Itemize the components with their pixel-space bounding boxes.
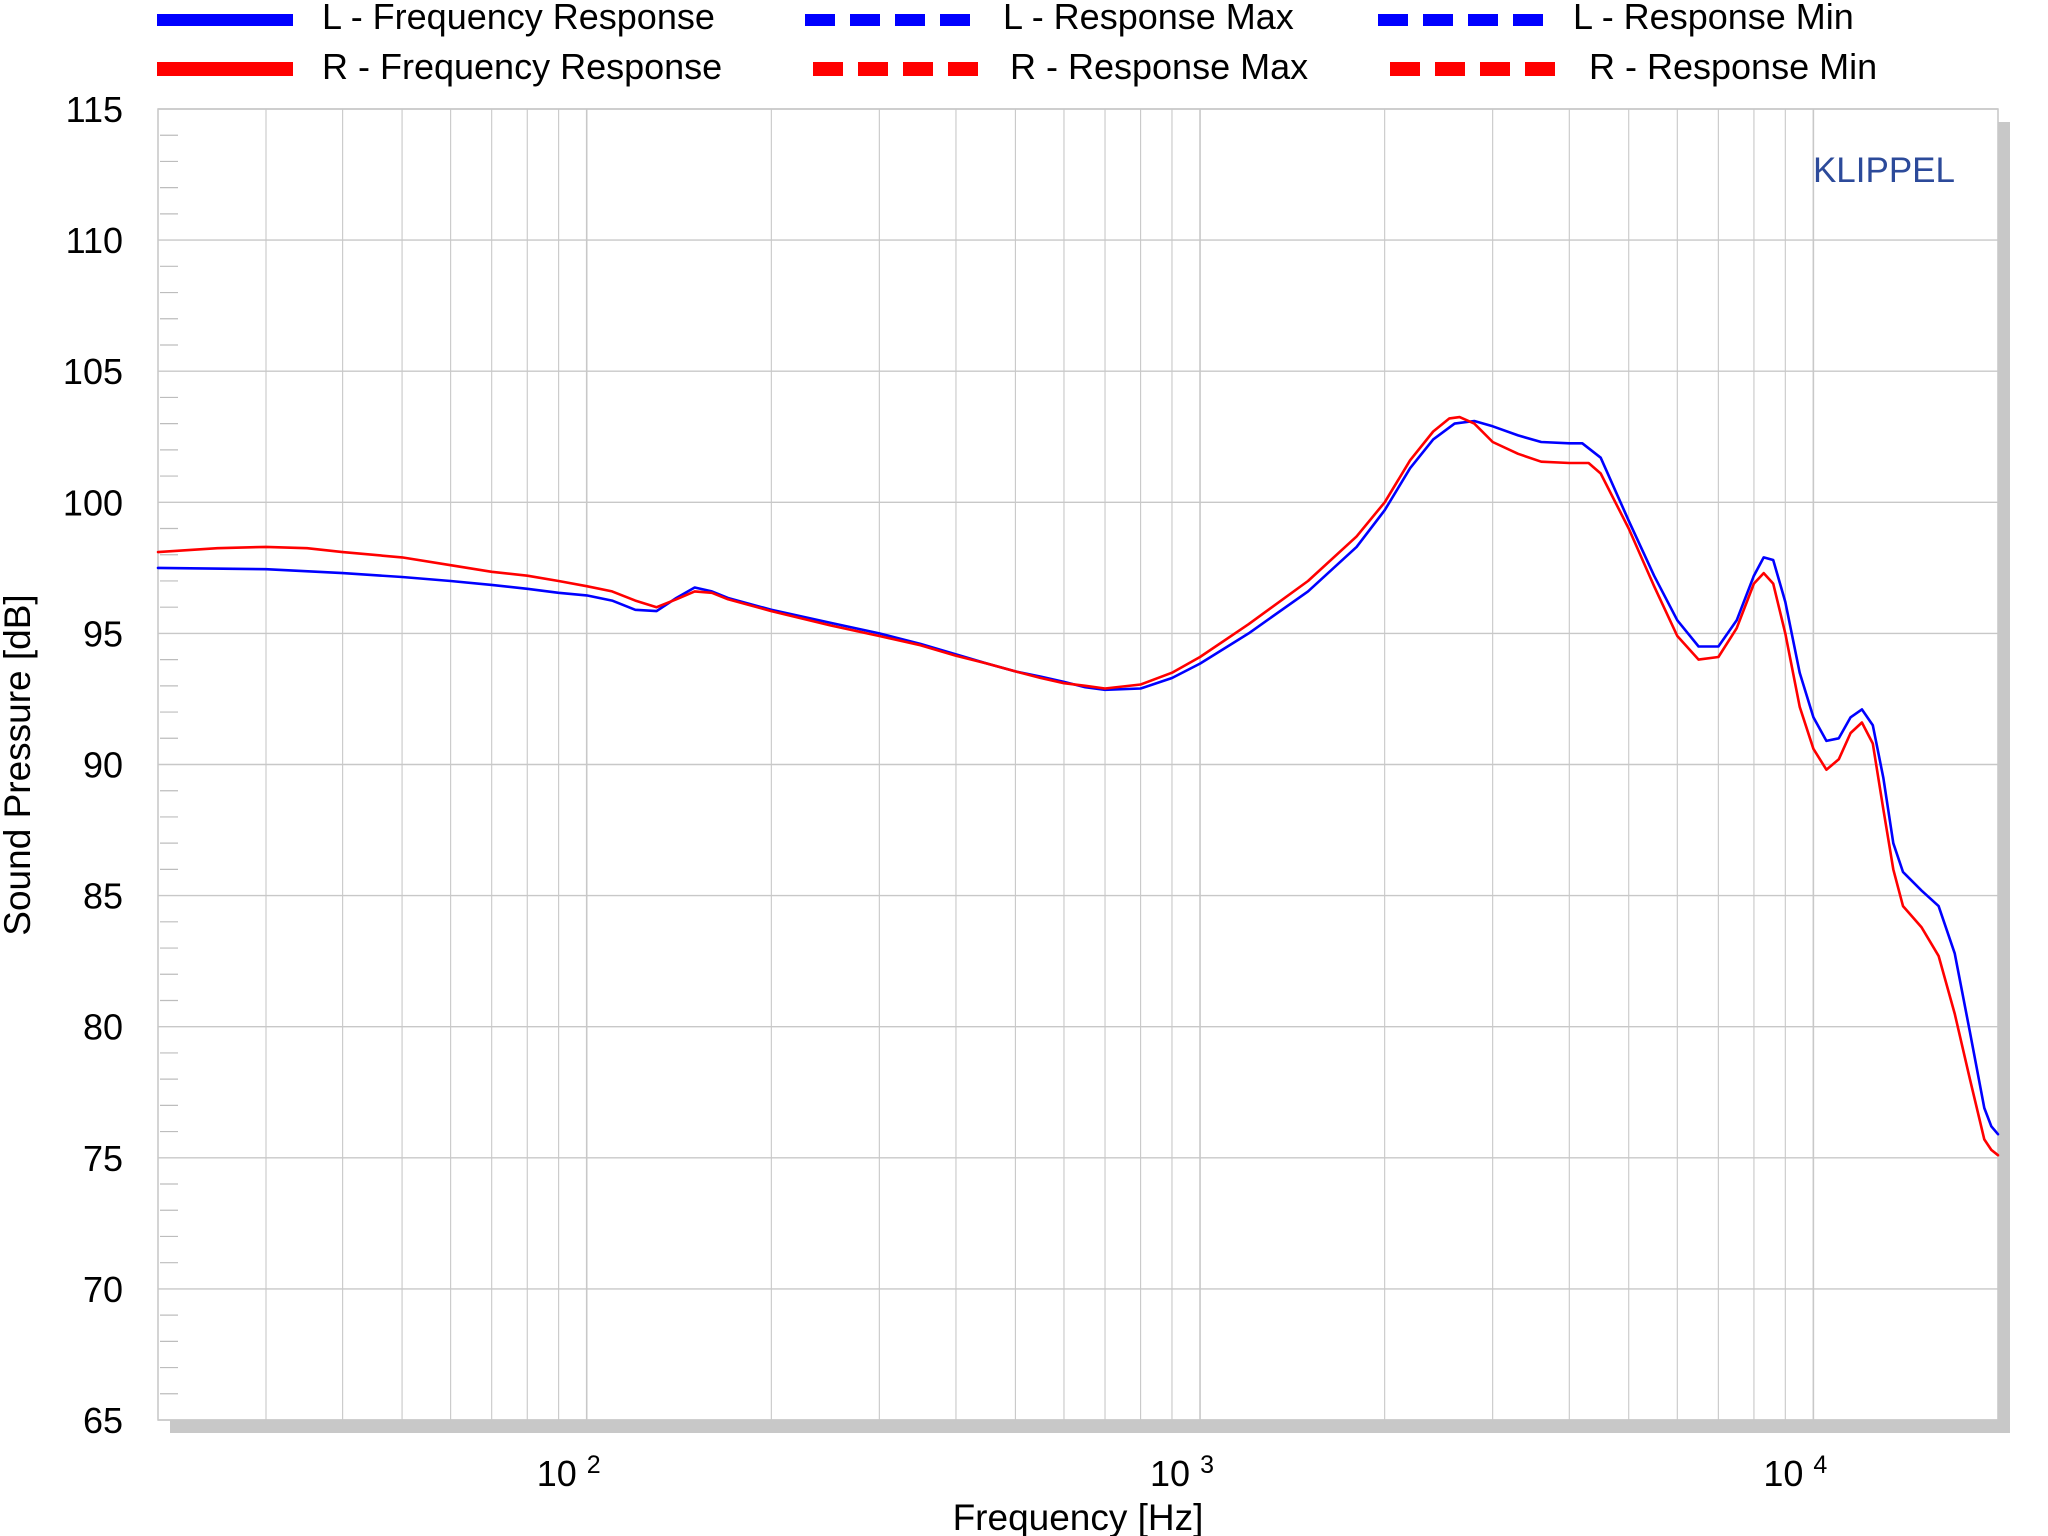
legend: L - Frequency Response L - Response Max … — [157, 0, 1877, 87]
legend-label: R - Response Max — [1010, 46, 1308, 87]
klippel-watermark: KLIPPEL — [1813, 151, 1955, 190]
y-tick-label: 75 — [83, 1138, 123, 1179]
y-tick-label: 110 — [66, 220, 123, 261]
y-tick-label: 115 — [66, 89, 123, 130]
legend-label: L - Response Min — [1573, 0, 1854, 37]
legend-label: R - Response Min — [1589, 46, 1877, 87]
legend-item-l-response-max: L - Response Max — [805, 0, 1294, 37]
y-tick-label: 90 — [83, 745, 123, 786]
legend-item-r-response-min: R - Response Min — [1390, 46, 1877, 87]
legend-label: L - Response Max — [1003, 0, 1294, 37]
x-tick-label: 10 4 — [1763, 1451, 1827, 1494]
x-tick-label: 10 3 — [1150, 1451, 1214, 1494]
x-axis-title: Frequency [Hz] — [953, 1497, 1204, 1536]
legend-item-l-frequency-response: L - Frequency Response — [157, 0, 715, 37]
legend-label: L - Frequency Response — [322, 0, 715, 37]
y-tick-label: 70 — [83, 1269, 123, 1310]
legend-item-r-frequency-response: R - Frequency Response — [157, 46, 722, 87]
y-tick-labels: 115 110 105 100 95 90 85 80 75 70 65 — [63, 89, 123, 1441]
y-tick-label: 105 — [63, 351, 123, 392]
y-tick-label: 95 — [83, 613, 123, 654]
y-tick-label: 100 — [63, 482, 123, 523]
legend-item-l-response-min: L - Response Min — [1378, 0, 1854, 37]
y-axis-title: Sound Pressure [dB] — [0, 594, 38, 935]
y-tick-label: 85 — [83, 876, 123, 917]
series-layer — [156, 415, 2000, 1157]
x-tick-labels: 10 2 10 3 10 4 — [537, 1451, 1828, 1494]
y-minor-ticks — [160, 134, 178, 1395]
y-tick-label: 65 — [83, 1400, 123, 1441]
legend-item-r-response-max: R - Response Max — [813, 46, 1308, 87]
grid — [157, 108, 1999, 1421]
legend-label: R - Frequency Response — [322, 46, 722, 87]
y-tick-label: 80 — [83, 1007, 123, 1048]
series-line-r-frequency-response — [156, 415, 2000, 1157]
x-tick-label: 10 2 — [537, 1451, 601, 1494]
